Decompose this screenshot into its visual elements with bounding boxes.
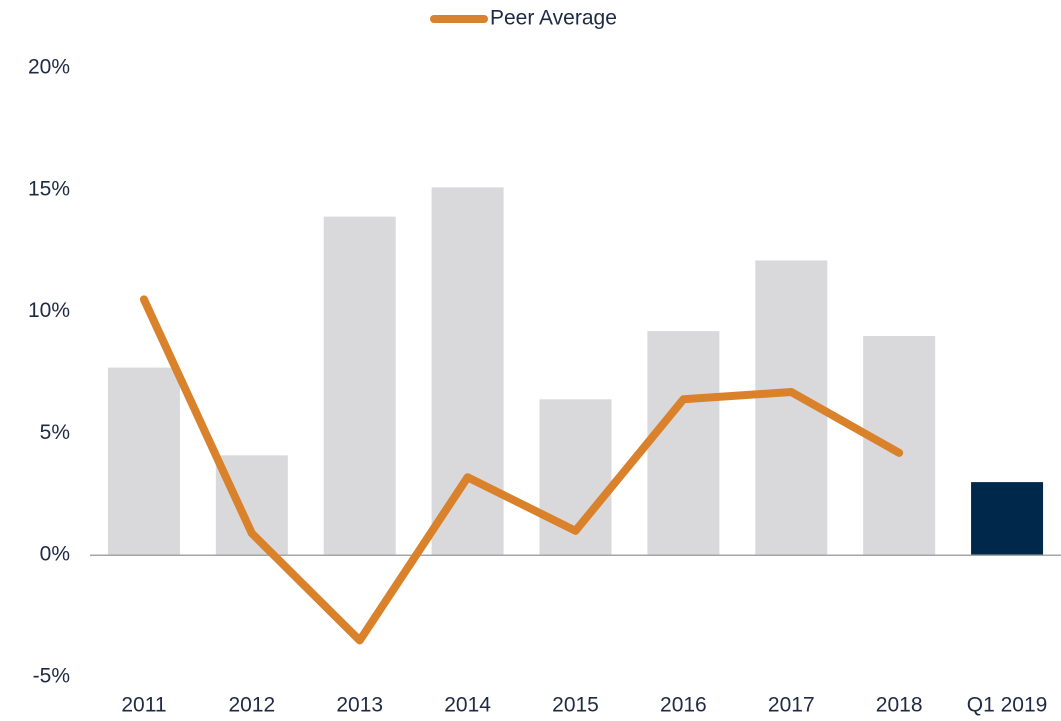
x-tick-label: 2015 [552,694,599,717]
x-tick-label: 2013 [336,694,383,717]
y-tick-label: -5% [33,665,70,688]
y-tick-label: 15% [28,177,70,200]
y-tick-label: 20% [28,56,70,79]
x-tick-label: 2016 [660,694,707,717]
x-tick-label: 2011 [121,694,166,717]
x-tick-label: 2012 [228,694,275,717]
y-tick-label: 5% [40,421,70,444]
y-tick-label: 0% [40,543,70,566]
bar [323,216,396,556]
x-tick-label: Q1 2019 [967,694,1048,717]
x-tick-label: 2018 [876,694,923,717]
legend-label: Peer Average [490,7,617,30]
line [139,295,904,645]
y-tick-label: 10% [28,299,70,322]
bar [971,482,1044,556]
bar [647,331,720,556]
bar [107,367,180,556]
x-tick-label: 2017 [768,694,815,717]
bar [863,335,936,556]
bar [431,187,504,556]
x-tick-label: 2014 [444,694,491,717]
